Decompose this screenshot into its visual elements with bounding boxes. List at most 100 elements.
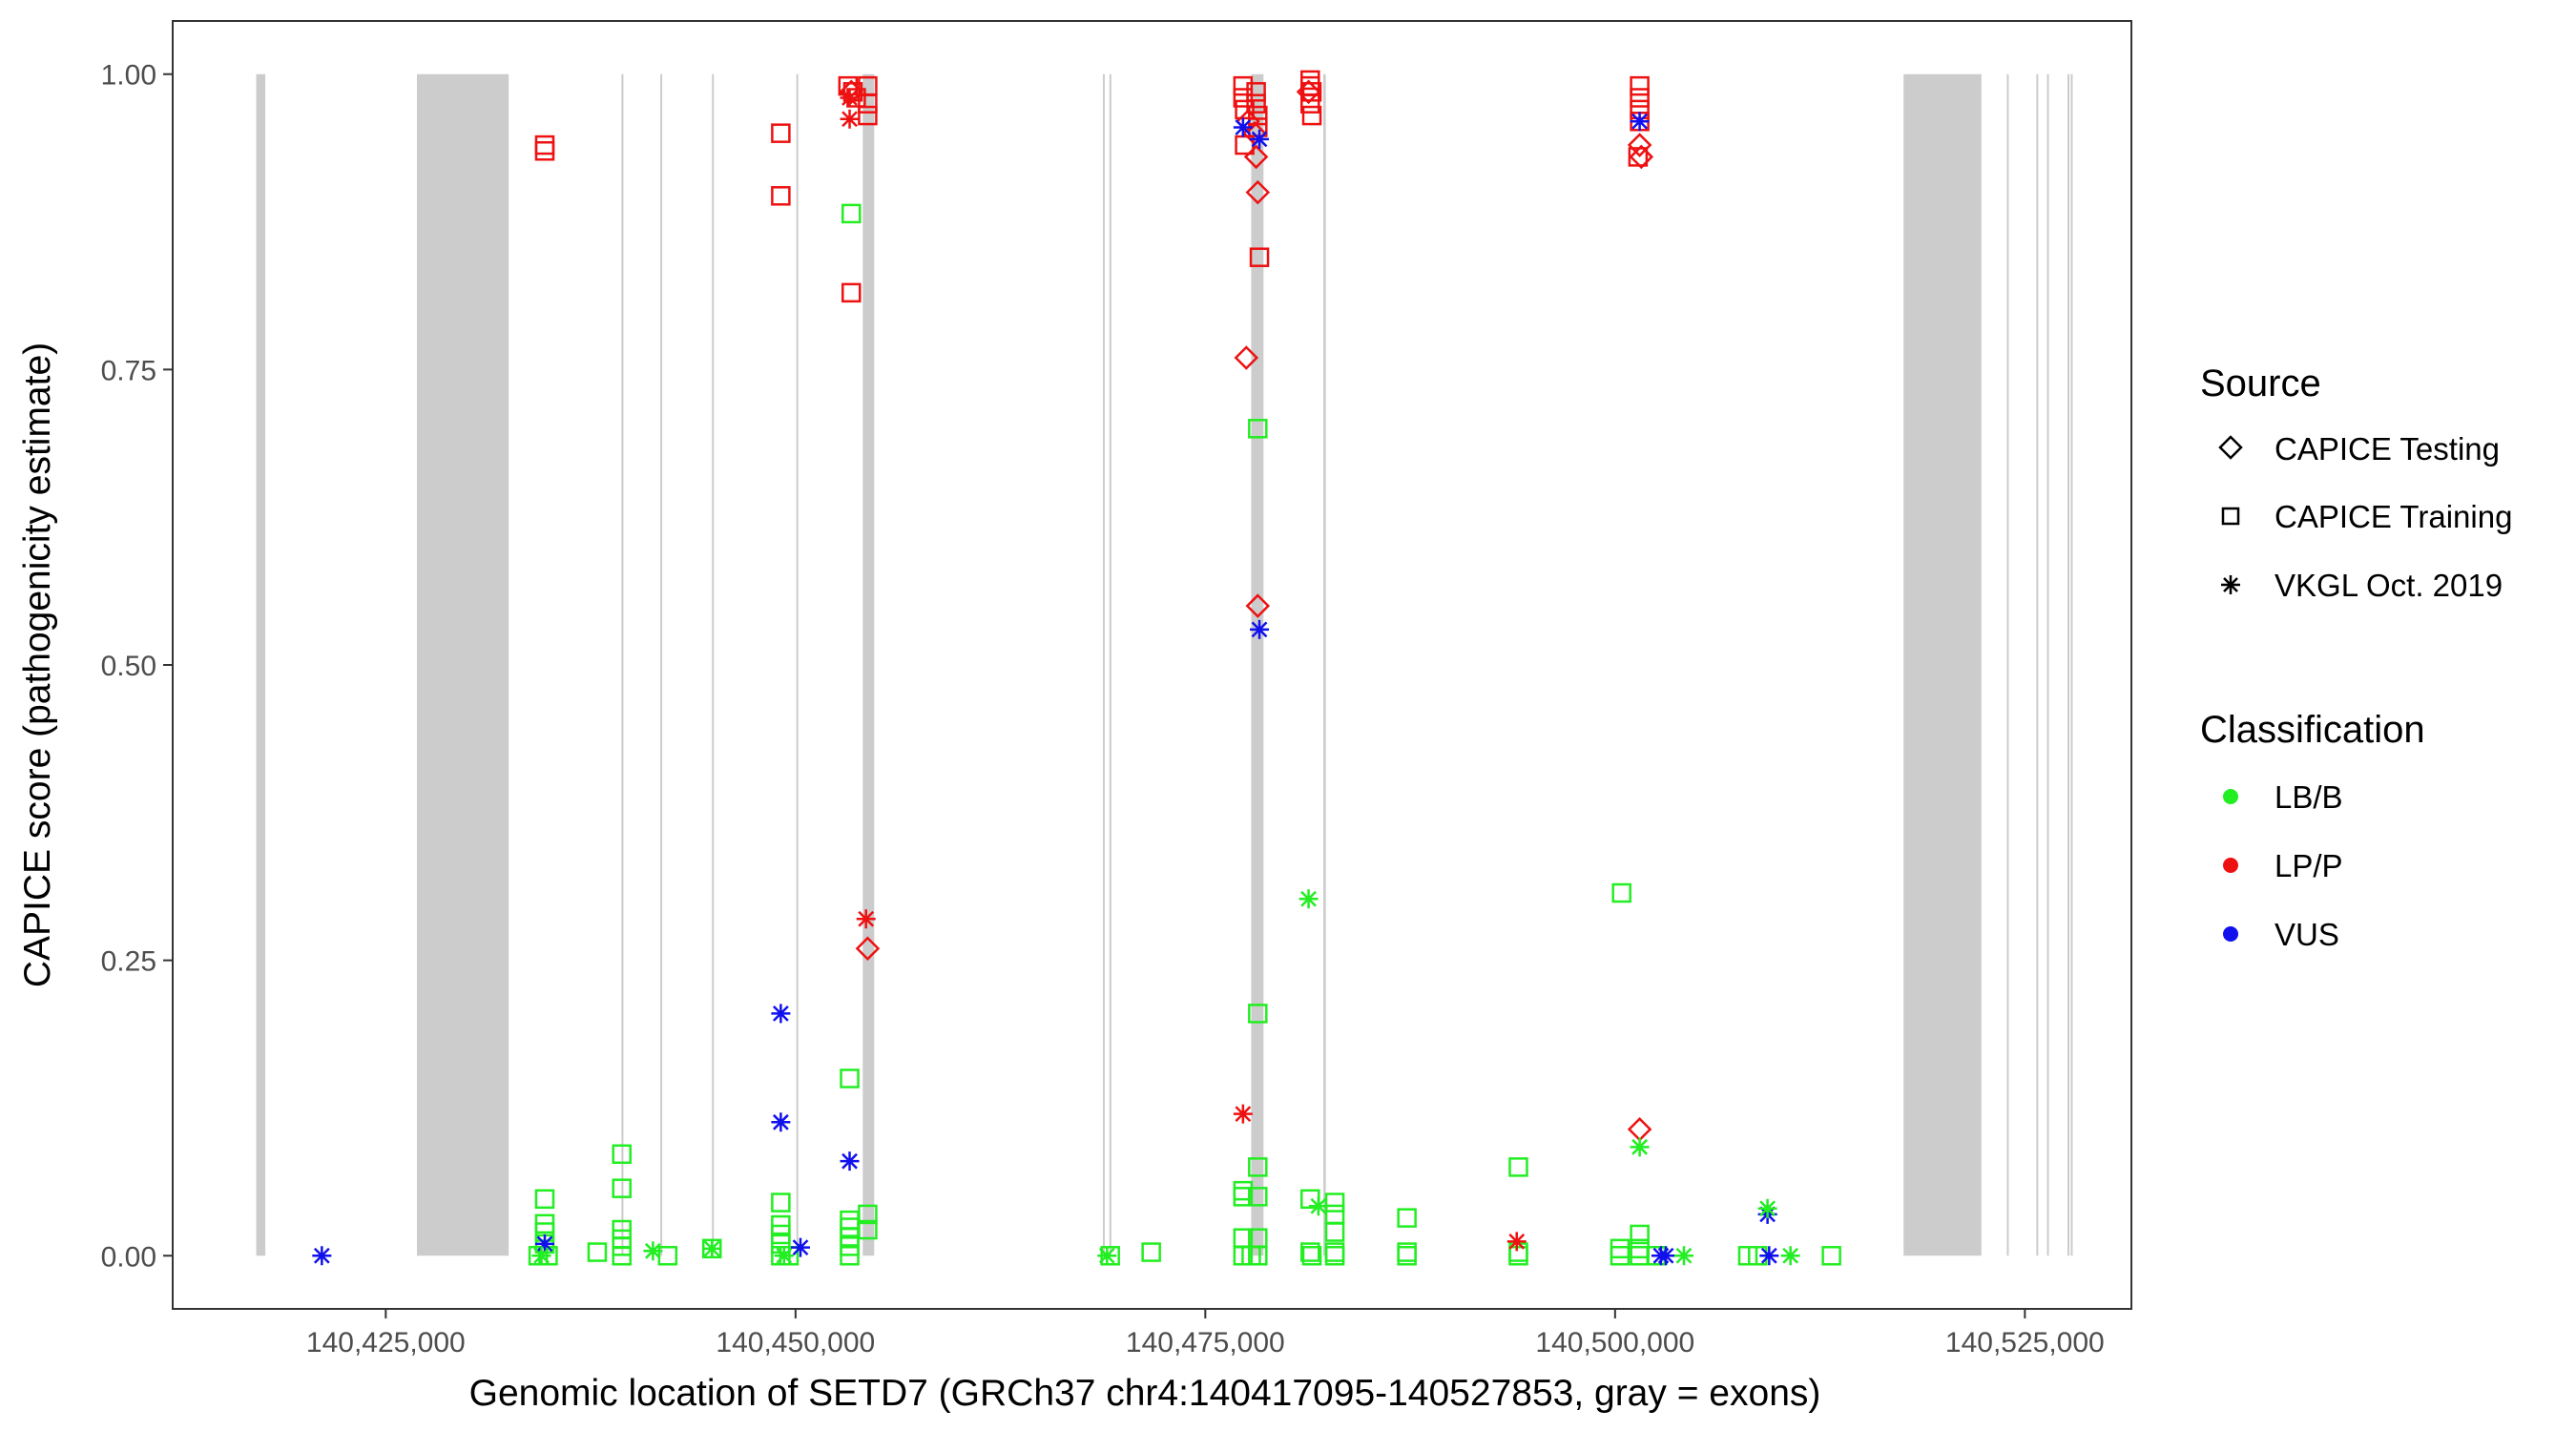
point-training-square bbox=[840, 1246, 860, 1266]
point-vkgl-star bbox=[643, 1241, 663, 1261]
point-training-square bbox=[1248, 419, 1268, 439]
point-testing-diamond bbox=[1245, 593, 1271, 618]
point-training-square bbox=[1246, 82, 1266, 102]
point-training-square bbox=[1397, 1208, 1417, 1228]
point-vkgl-star bbox=[1673, 1246, 1693, 1266]
point-training-square bbox=[858, 105, 878, 126]
point-training-square bbox=[1233, 1187, 1254, 1207]
exon-band bbox=[2006, 73, 2009, 1256]
exon-band bbox=[621, 73, 624, 1256]
point-vkgl-star bbox=[1780, 1246, 1800, 1266]
point-training-square bbox=[1235, 99, 1255, 120]
legend-key-vus-dot-icon bbox=[2223, 926, 2238, 942]
point-training-square bbox=[1300, 1242, 1320, 1262]
legend-source-item-vkgl: VKGL Oct. 2019 bbox=[2275, 568, 2503, 603]
point-vkgl-star bbox=[702, 1238, 722, 1258]
point-training-square bbox=[1233, 75, 1254, 96]
exon-band bbox=[1251, 73, 1264, 1256]
x-tick-label: 140,450,000 bbox=[716, 1327, 875, 1358]
x-axis-label: Genomic location of SETD7 (GRCh37 chr4:1… bbox=[469, 1373, 1821, 1414]
point-training-square bbox=[1248, 1004, 1268, 1024]
point-testing-diamond bbox=[1629, 144, 1654, 170]
legend-key-square-icon bbox=[2221, 507, 2240, 526]
y-tick-label: 1.00 bbox=[101, 60, 156, 92]
legend-key-star-icon bbox=[2221, 575, 2240, 594]
point-training-square bbox=[840, 1068, 860, 1089]
point-vkgl-star bbox=[774, 1246, 794, 1266]
point-vkgl-star bbox=[312, 1246, 332, 1266]
point-training-square bbox=[1249, 247, 1270, 267]
x-tick-label: 140,525,000 bbox=[1945, 1327, 2105, 1358]
point-vkgl-star bbox=[1097, 1246, 1117, 1266]
exon-band bbox=[1903, 73, 1982, 1256]
y-tick-label: 0.25 bbox=[101, 946, 156, 978]
point-vkgl-star bbox=[534, 1234, 554, 1254]
legend-key-diamond-icon bbox=[2218, 435, 2243, 460]
legend-key-lbb-dot-icon bbox=[2223, 789, 2238, 804]
point-vkgl-star bbox=[840, 1151, 860, 1172]
point-training-square bbox=[1248, 1187, 1268, 1207]
legend-class-item-vus: VUS bbox=[2275, 917, 2339, 952]
point-training-square bbox=[1611, 882, 1631, 903]
point-vkgl-star bbox=[840, 109, 860, 129]
exon-band bbox=[416, 73, 509, 1256]
point-training-square bbox=[1324, 1192, 1345, 1213]
point-training-square bbox=[841, 203, 862, 224]
point-training-square bbox=[1630, 75, 1650, 96]
exon-band bbox=[1323, 73, 1326, 1256]
exon-band bbox=[1102, 73, 1105, 1256]
point-vkgl-star bbox=[856, 909, 876, 929]
point-training-square bbox=[1246, 93, 1266, 114]
exon-bands bbox=[256, 73, 2073, 1256]
point-training-square bbox=[1324, 1222, 1345, 1242]
point-vkgl-star bbox=[1630, 112, 1650, 132]
point-training-square bbox=[1508, 1157, 1528, 1177]
point-vkgl-star bbox=[1233, 1104, 1253, 1124]
point-vkgl-star bbox=[1757, 1198, 1777, 1218]
point-training-square bbox=[1630, 88, 1650, 108]
point-training-square bbox=[1141, 1242, 1161, 1262]
y-tick-label: 0.75 bbox=[101, 355, 156, 386]
x-tick-label: 140,425,000 bbox=[306, 1327, 466, 1358]
legend-class-item-lpp: LP/P bbox=[2275, 848, 2343, 883]
point-vkgl-star bbox=[840, 88, 860, 108]
x-tick-label: 140,475,000 bbox=[1126, 1327, 1285, 1358]
point-training-square bbox=[1300, 93, 1320, 114]
point-training-square bbox=[771, 123, 791, 143]
exon-band bbox=[796, 73, 799, 1256]
point-vkgl-star bbox=[771, 1004, 791, 1024]
point-vkgl-star bbox=[1298, 889, 1319, 909]
point-vkgl-star bbox=[1308, 1196, 1328, 1216]
point-vkgl-star bbox=[790, 1237, 810, 1257]
exon-band bbox=[660, 73, 663, 1256]
point-training-square bbox=[1397, 1246, 1417, 1266]
point-vkgl-star bbox=[1250, 129, 1270, 149]
point-testing-diamond bbox=[855, 936, 881, 962]
point-vkgl-star bbox=[771, 1112, 791, 1132]
axes: 0.00 0.25 0.50 0.75 1.00 140,425,000 140,450,0… bbox=[101, 60, 2105, 1358]
point-training-square bbox=[1233, 88, 1254, 108]
point-vkgl-star bbox=[1506, 1232, 1527, 1252]
point-training-square bbox=[1821, 1246, 1841, 1266]
point-vkgl-star bbox=[1250, 619, 1270, 639]
point-training-square bbox=[1324, 1246, 1345, 1266]
point-training-square bbox=[858, 1219, 878, 1240]
point-training-square bbox=[858, 93, 878, 114]
point-training-square bbox=[1610, 1246, 1631, 1266]
legend: Source CAPICE Testing CAPICE Training VK… bbox=[2200, 363, 2512, 952]
exon-band bbox=[2070, 73, 2073, 1256]
point-testing-diamond bbox=[1245, 179, 1271, 205]
point-vkgl-star bbox=[1759, 1246, 1779, 1266]
point-training-square bbox=[1630, 1224, 1650, 1245]
exon-band bbox=[712, 73, 715, 1256]
point-training-square bbox=[612, 1246, 632, 1266]
point-training-square bbox=[771, 186, 791, 206]
point-training-square bbox=[612, 1178, 632, 1198]
point-training-square bbox=[858, 1204, 878, 1225]
exon-band bbox=[2046, 73, 2049, 1256]
legend-class-item-lbb: LB/B bbox=[2275, 779, 2343, 815]
point-training-square bbox=[771, 1192, 791, 1213]
point-training-square bbox=[841, 282, 862, 303]
